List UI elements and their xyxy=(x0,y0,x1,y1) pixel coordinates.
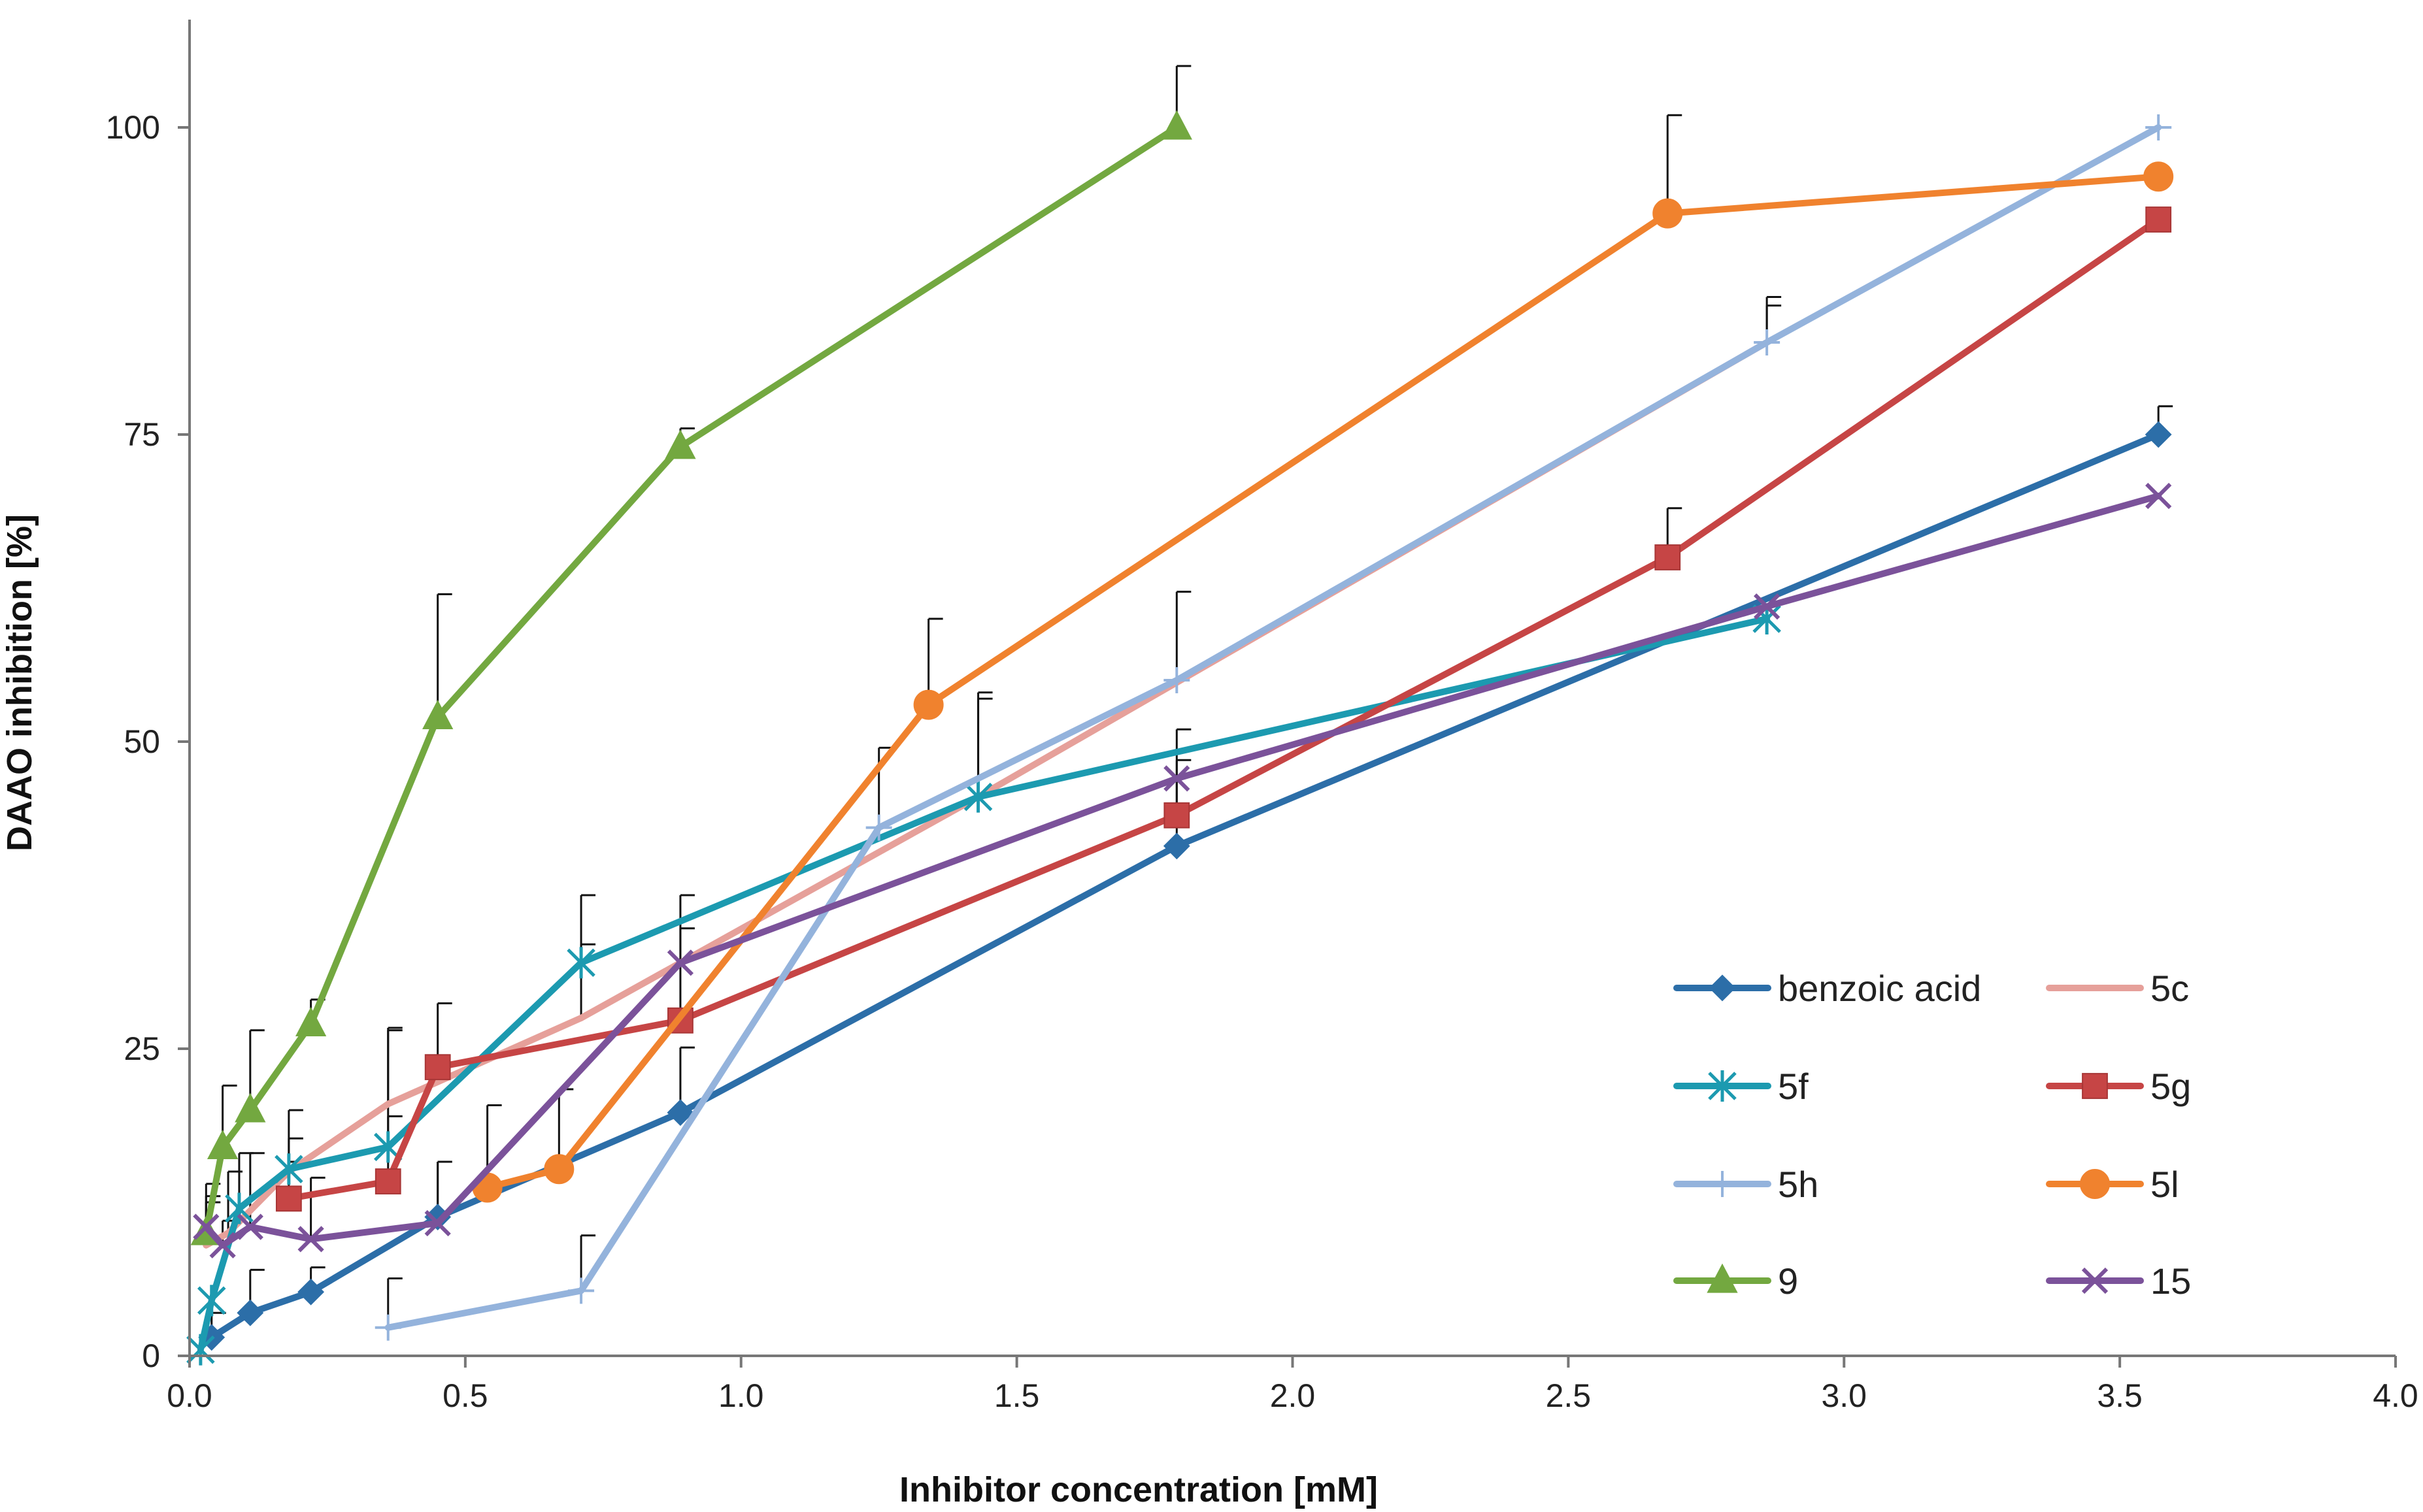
legend-marker xyxy=(1708,1070,1737,1102)
legend-entry-benzoic-acid: benzoic acid xyxy=(1673,968,1981,1009)
data-point-benzoic-acid xyxy=(1163,832,1190,860)
data-point-5f xyxy=(275,1153,303,1185)
legend-marker xyxy=(2080,1169,2110,1199)
legend-entry-5g: 5g xyxy=(2046,1066,2191,1107)
legend-entry-5h: 5h xyxy=(1673,1164,1818,1205)
data-point-5h xyxy=(2145,114,2172,140)
data-point-15 xyxy=(297,1226,324,1253)
data-point-5g xyxy=(275,1185,302,1212)
legend-entry-5l: 5l xyxy=(2046,1164,2179,1205)
data-point-benzoic-acid xyxy=(237,1299,264,1326)
series-line-benzoic-acid xyxy=(208,431,2162,1341)
data-point-5f xyxy=(225,1192,254,1224)
data-point-5f xyxy=(197,1285,226,1317)
legend-marker xyxy=(1707,1263,1738,1293)
x-tick-label: 4.0 xyxy=(2373,1377,2418,1414)
data-point-benzoic-acid xyxy=(2145,421,2172,448)
data-point-15 xyxy=(209,1232,236,1258)
series-line-5f xyxy=(197,616,1771,1353)
data-point-5g xyxy=(375,1168,401,1194)
data-point-benzoic-acid xyxy=(297,1278,325,1306)
data-point-5h xyxy=(568,1277,595,1304)
data-point-5f xyxy=(186,1334,215,1366)
series-5g xyxy=(275,206,2172,1212)
x-tick-label: 0.0 xyxy=(167,1377,212,1414)
legend-label: 15 xyxy=(2150,1260,2191,1302)
x-tick-label: 1.5 xyxy=(994,1377,1040,1414)
x-tick-label: 2.0 xyxy=(1270,1377,1316,1414)
data-point-9 xyxy=(295,1007,327,1036)
data-point-5l xyxy=(2143,161,2174,192)
y-tick-label: 25 xyxy=(124,1030,160,1067)
x-tick-label: 1.0 xyxy=(718,1377,764,1414)
series-benzoic-acid xyxy=(198,421,2172,1351)
data-point-5h xyxy=(1163,667,1190,693)
data-point-9 xyxy=(207,1130,239,1159)
series-line-15 xyxy=(203,493,2162,1249)
data-point-5f xyxy=(963,781,993,813)
series-line-5h xyxy=(384,124,2162,1331)
data-point-5f xyxy=(567,947,595,979)
legend-label: 5g xyxy=(2150,1066,2191,1107)
data-point-5l xyxy=(913,689,944,720)
data-point-9 xyxy=(422,700,454,729)
data-point-5h xyxy=(865,814,892,841)
axes: 0.0 0.5 1.0 1.5 2.0 2.5 3.0 3.5 4.0 0 25 50 75 100 xyxy=(106,20,2418,1414)
legend-entry-5c: 5c xyxy=(2046,968,2189,1009)
data-point-5h xyxy=(1754,329,1780,355)
data-point-5g xyxy=(424,1054,451,1081)
legend: benzoic acid 5c 5f 5g 5h 5l 9 15 xyxy=(1673,968,2191,1302)
data-point-9 xyxy=(1161,110,1192,140)
data-point-5g xyxy=(2145,206,2172,233)
series-line-5l xyxy=(484,173,2162,1191)
x-tick-label: 0.5 xyxy=(443,1377,488,1414)
legend-label: benzoic acid xyxy=(1778,968,1981,1009)
data-point-5g xyxy=(1654,544,1681,570)
series-15 xyxy=(193,482,2172,1258)
legend-marker xyxy=(2081,1267,2109,1294)
data-point-15 xyxy=(667,949,694,976)
legend-marker xyxy=(1709,1171,1735,1197)
y-tick-label: 50 xyxy=(124,723,160,760)
series-line-5g xyxy=(285,216,2162,1202)
series-layer xyxy=(186,110,2174,1366)
series-5l xyxy=(472,161,2174,1203)
data-point-9 xyxy=(235,1093,266,1123)
data-point-5l xyxy=(1652,198,1683,229)
legend-entry-5f: 5f xyxy=(1673,1066,1809,1107)
legend-label: 5h xyxy=(1778,1164,1818,1205)
data-point-5l xyxy=(544,1154,575,1185)
data-point-15 xyxy=(2145,482,2172,510)
legend-label: 9 xyxy=(1778,1260,1798,1302)
data-point-benzoic-acid xyxy=(667,1099,694,1126)
series-5h xyxy=(375,114,2172,1341)
data-point-15 xyxy=(1754,593,1780,620)
series-line-9 xyxy=(203,124,1180,1236)
x-axis-title: Inhibitor concentration [mM] xyxy=(899,1470,1378,1509)
legend-marker xyxy=(2082,1073,2108,1099)
legend-entry-9: 9 xyxy=(1673,1260,1798,1302)
data-point-15 xyxy=(1163,765,1190,792)
data-point-15 xyxy=(237,1213,263,1240)
data-point-15 xyxy=(424,1209,451,1237)
legend-label: 5f xyxy=(1778,1066,1809,1107)
series-5f xyxy=(186,603,1781,1366)
legend-marker xyxy=(1709,974,1736,1002)
data-point-5g xyxy=(1163,802,1190,829)
legend-entry-15: 15 xyxy=(2046,1260,2191,1302)
error-bars xyxy=(205,65,2173,1338)
y-axis-title: DAAO inhibition [%] xyxy=(0,514,39,851)
x-tick-label: 3.5 xyxy=(2097,1377,2143,1414)
y-tick-label: 0 xyxy=(142,1338,160,1374)
x-tick-label: 2.5 xyxy=(1546,1377,1592,1414)
legend-label: 5l xyxy=(2150,1164,2179,1205)
x-tick-label: 3.0 xyxy=(1821,1377,1867,1414)
legend-label: 5c xyxy=(2150,968,2189,1009)
y-tick-label: 100 xyxy=(106,109,160,146)
data-point-5h xyxy=(375,1314,401,1341)
series-9 xyxy=(190,110,1192,1245)
data-point-9 xyxy=(665,429,696,459)
y-tick-label: 75 xyxy=(124,416,160,453)
